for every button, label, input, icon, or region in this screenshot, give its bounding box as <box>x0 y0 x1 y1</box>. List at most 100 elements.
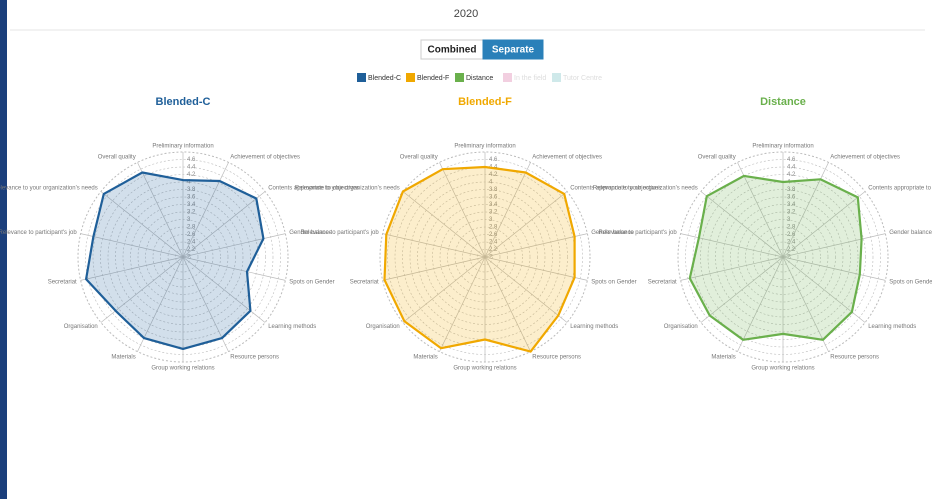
r-tick-label: 3 <box>787 217 791 223</box>
axis-label: Spots on Gender <box>591 279 636 285</box>
r-tick-label: 3.2 <box>489 210 498 216</box>
axis-line <box>484 256 588 281</box>
axis-label: Preliminary information <box>752 144 813 150</box>
axis-line <box>680 256 784 281</box>
r-tick-label: 3.8 <box>489 187 498 193</box>
r-tick-label: 3.4 <box>489 202 498 208</box>
axis-label: Relevance to participant's job <box>0 230 77 236</box>
r-tick-label: 2.8 <box>187 225 196 231</box>
legend-label[interactable]: Tutor Centre <box>563 75 602 82</box>
legend-swatch[interactable] <box>357 73 366 82</box>
r-tick-label: 2 <box>187 255 191 261</box>
grid-ring <box>477 249 493 265</box>
grid-ring <box>175 249 191 265</box>
axis-line <box>80 233 184 258</box>
axis-line <box>439 162 486 258</box>
grid-ring <box>767 241 799 273</box>
toggle-label[interactable]: Combined <box>428 45 477 56</box>
r-tick-label: 3.6 <box>489 195 498 201</box>
axis-label: Contents appropriate to objectives <box>268 185 359 191</box>
r-tick-label: 3.8 <box>787 187 796 193</box>
axis-label: Gender balance <box>889 230 932 236</box>
r-tick-label: 3 <box>489 217 493 223</box>
axis-label: Relevance to your organization's needs <box>0 185 98 191</box>
axis-label: Overall quality <box>400 155 438 161</box>
axis-label: Learning methods <box>868 324 916 330</box>
r-tick-label: 3.8 <box>187 187 196 193</box>
grid-ring <box>775 249 791 265</box>
grid-ring <box>722 196 844 318</box>
axis-label: Gender balance <box>289 230 332 236</box>
axis-line <box>182 233 286 258</box>
axis-label: Resource persons <box>830 355 879 361</box>
grid-ring <box>469 241 501 273</box>
radar-area <box>383 165 576 353</box>
axis-line <box>182 256 286 281</box>
grid-ring <box>130 204 236 310</box>
side-bar <box>0 0 7 499</box>
axis-label: Resource persons <box>532 355 581 361</box>
axis-line <box>484 162 531 258</box>
legend-swatch[interactable] <box>503 73 512 82</box>
r-tick-label: 2 <box>787 255 791 261</box>
toggle-button[interactable] <box>482 39 544 60</box>
axis-line <box>182 256 266 323</box>
toggle-label[interactable]: Separate <box>492 45 535 56</box>
axis-label: Relevance to participant's job <box>599 230 678 236</box>
axis-label: Materials <box>413 355 437 361</box>
legend-label[interactable]: In the field <box>514 75 546 82</box>
axis-line <box>402 191 486 258</box>
axis-line <box>484 233 588 258</box>
axis-label: Achievement of objectives <box>830 155 900 161</box>
r-tick-label: 4.2 <box>187 172 196 178</box>
axis-line <box>80 256 184 281</box>
axis-label: Spots on Gender <box>289 279 334 285</box>
grid-ring <box>730 204 836 310</box>
axis-label: Group working relations <box>453 366 516 372</box>
axis-line <box>100 191 184 258</box>
legend-label[interactable]: Blended-C <box>368 75 401 82</box>
legend-swatch[interactable] <box>406 73 415 82</box>
chart-title: Distance <box>760 96 806 108</box>
axis-line <box>680 233 784 258</box>
legend-swatch[interactable] <box>455 73 464 82</box>
axis-label: Contents appropriate to objectives <box>868 185 932 191</box>
axis-line <box>402 256 486 323</box>
r-tick-label: 2 <box>489 255 493 261</box>
axis-label: Organisation <box>366 324 400 330</box>
legend-label[interactable]: Blended-F <box>417 75 449 82</box>
r-tick-label: 4.2 <box>489 172 498 178</box>
axis-line <box>782 191 866 258</box>
r-tick-label: 2.4 <box>489 240 498 246</box>
axis-line <box>484 256 568 323</box>
r-tick-label: 3.2 <box>187 210 196 216</box>
axis-label: Materials <box>111 355 135 361</box>
axis-label: Relevance to your organization's needs <box>593 185 698 191</box>
axis-label: Materials <box>711 355 735 361</box>
axis-line <box>700 256 784 323</box>
r-tick-label: 2.6 <box>187 232 196 238</box>
axis-line <box>700 191 784 258</box>
axis-label: Learning methods <box>570 324 618 330</box>
axis-label: Secretariat <box>48 279 77 285</box>
r-tick-label: 2.6 <box>489 232 498 238</box>
axis-line <box>382 256 486 281</box>
axis-label: Spots on Gender <box>889 279 932 285</box>
r-tick-label: 3.4 <box>787 202 796 208</box>
axis-label: Relevance to your organization's needs <box>295 185 400 191</box>
axis-label: Preliminary information <box>454 144 515 150</box>
axis-label: Group working relations <box>751 366 814 372</box>
grid-ring <box>137 211 229 303</box>
r-tick-label: 2.6 <box>787 232 796 238</box>
axis-label: Overall quality <box>698 155 736 161</box>
legend-swatch[interactable] <box>552 73 561 82</box>
axis-label: Organisation <box>64 324 98 330</box>
axis-label: Organisation <box>664 324 698 330</box>
axis-label: Overall quality <box>98 155 136 161</box>
r-tick-label: 3.2 <box>787 210 796 216</box>
axis-line <box>737 256 784 352</box>
r-tick-label: 3.6 <box>187 195 196 201</box>
axis-line <box>182 191 266 258</box>
legend-label[interactable]: Distance <box>466 75 493 82</box>
